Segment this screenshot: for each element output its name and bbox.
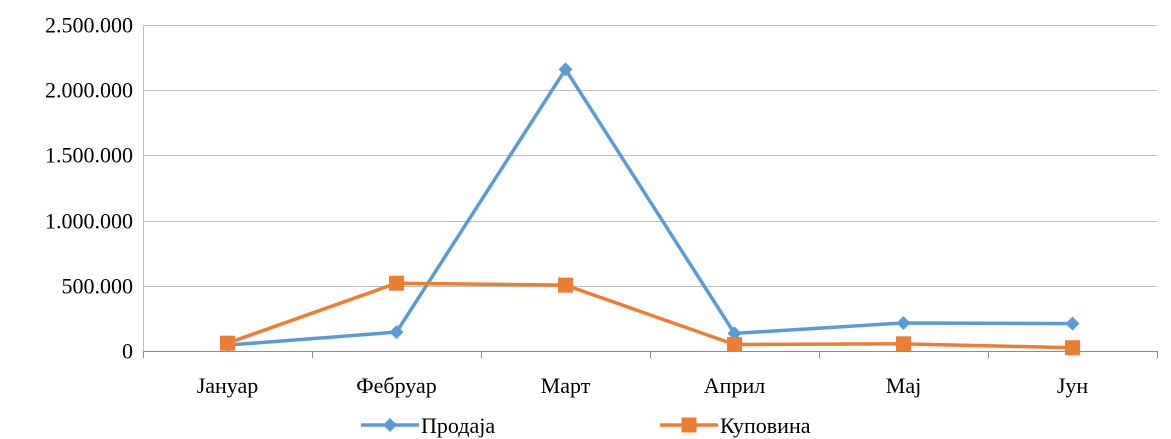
y-tick-label: 2.000.000	[45, 78, 133, 103]
gridlines	[143, 25, 1157, 287]
point-marker	[389, 325, 404, 340]
series-square	[220, 275, 1080, 356]
y-tick-label: 1.500.000	[45, 143, 133, 168]
x-tick-label: Април	[704, 373, 765, 398]
y-tick-label: 1.000.000	[45, 209, 133, 234]
point-marker	[727, 336, 742, 352]
series-diamond	[220, 62, 1080, 353]
point-marker	[220, 335, 235, 351]
point-marker	[896, 336, 911, 352]
point-marker	[727, 326, 742, 341]
y-tick-label: 500.000	[62, 274, 134, 299]
point-marker	[1065, 316, 1080, 331]
x-tick-label: Јануар	[197, 373, 259, 398]
point-marker	[896, 315, 911, 330]
x-tick-label: Јун	[1057, 373, 1089, 398]
series-line	[227, 67, 1073, 347]
legend-label: Продаја	[421, 413, 495, 438]
legend: Продаја Куповина	[361, 413, 811, 438]
y-axis-ticks: 0 500.000 1.000.000 1.500.000 2.000.000 2.500…	[45, 13, 133, 364]
x-axis: Јануар Фебруар Март Април Мај Јун	[143, 25, 1158, 398]
x-tick-label: Фебруар	[356, 373, 437, 398]
legend-item: Куповина	[660, 413, 811, 438]
x-tick-label: Март	[541, 373, 591, 398]
x-tick-label: Мај	[886, 373, 921, 398]
legend-label: Куповина	[720, 413, 811, 438]
point-marker	[389, 275, 404, 291]
point-marker	[558, 277, 573, 293]
point-marker	[558, 62, 573, 77]
y-tick-label: 2.500.000	[45, 13, 133, 38]
point-marker	[681, 417, 697, 433]
series-group	[220, 62, 1080, 356]
legend-item: Продаја	[361, 413, 495, 438]
y-tick-label: 0	[122, 339, 133, 364]
point-marker	[383, 418, 397, 432]
series-line	[226, 281, 1073, 350]
point-marker	[1065, 340, 1080, 356]
